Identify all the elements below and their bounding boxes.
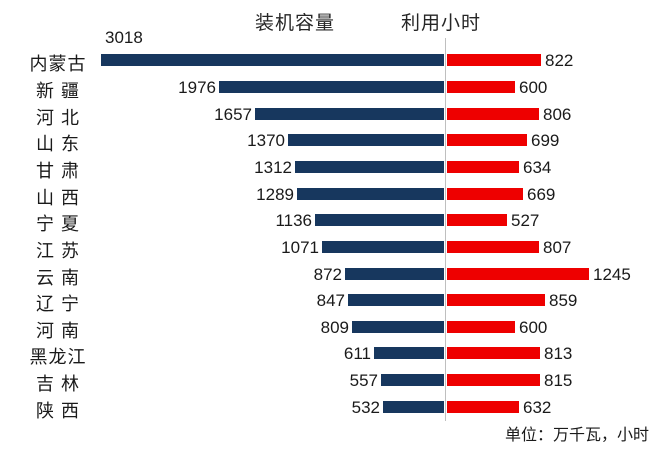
capacity-value: 3018 (105, 28, 143, 47)
capacity-value: 1136 (275, 211, 312, 231)
category-label: 山 东 (35, 134, 80, 155)
capacity-value: 1976 (178, 77, 216, 97)
legend-capacity-label: 装机容量 (255, 13, 336, 34)
capacity-value: 1657 (214, 104, 252, 124)
capacity-bar (348, 294, 444, 307)
hours-value: 699 (531, 131, 560, 151)
capacity-bar (295, 160, 444, 173)
hours-bar (447, 320, 515, 333)
category-label: 河 北 (35, 107, 80, 128)
category-label: 山 西 (35, 187, 80, 208)
hours-bar (447, 107, 539, 120)
capacity-value: 1289 (256, 184, 294, 204)
hours-bar (447, 187, 523, 200)
capacity-value: 847 (316, 291, 345, 311)
hours-value: 634 (523, 157, 552, 177)
capacity-bar (374, 347, 444, 360)
hours-bar (447, 80, 515, 93)
capacity-bar (288, 134, 444, 147)
hours-value: 859 (549, 291, 578, 311)
axis-divider-line (445, 38, 446, 421)
category-label: 江 苏 (35, 240, 80, 261)
hours-bar (447, 267, 589, 280)
hours-bar (447, 400, 519, 413)
hours-bar (447, 374, 540, 387)
hours-bar (447, 160, 519, 173)
category-label: 吉 林 (35, 374, 80, 395)
hours-bar (447, 240, 539, 253)
hours-value: 669 (527, 184, 556, 204)
hours-value: 806 (543, 104, 572, 124)
category-label: 黑龙江 (29, 347, 87, 368)
capacity-value: 872 (313, 264, 342, 284)
capacity-value: 1370 (247, 131, 285, 151)
unit-note: 单位：万千瓦，小时 (504, 427, 649, 444)
hours-value: 813 (544, 344, 573, 364)
category-label: 云 南 (35, 267, 80, 288)
capacity-bar (297, 187, 444, 200)
hours-bar (447, 54, 541, 67)
hours-bar (447, 294, 545, 307)
hours-value: 822 (545, 51, 574, 71)
capacity-value: 1071 (281, 237, 319, 257)
hours-value: 527 (511, 211, 540, 231)
category-label: 内蒙古 (29, 54, 87, 75)
capacity-bar (352, 320, 444, 333)
capacity-value: 611 (343, 344, 371, 364)
capacity-value: 809 (320, 317, 349, 337)
hours-bar (447, 347, 540, 360)
hours-value: 807 (543, 237, 572, 257)
capacity-value: 557 (349, 371, 378, 391)
capacity-bar (383, 400, 444, 413)
category-label: 宁 夏 (35, 214, 80, 235)
hours-bar (447, 134, 527, 147)
hours-value: 815 (544, 371, 573, 391)
hours-value: 600 (519, 77, 548, 97)
hours-bar (447, 214, 507, 227)
category-label: 甘 肃 (35, 160, 80, 181)
capacity-bar (101, 54, 444, 67)
category-label: 陕 西 (35, 400, 80, 421)
category-label: 河 南 (35, 320, 80, 341)
capacity-bar (322, 240, 444, 253)
category-label: 新 疆 (35, 80, 80, 101)
hours-value: 600 (519, 317, 548, 337)
capacity-bar (345, 267, 444, 280)
capacity-bar (219, 80, 444, 93)
capacity-bar (315, 214, 444, 227)
capacity-value: 532 (351, 397, 380, 417)
category-label: 辽 宁 (35, 294, 80, 315)
legend-hours-label: 利用小时 (401, 13, 482, 34)
hours-value: 632 (523, 397, 552, 417)
hours-value: 1245 (593, 264, 631, 284)
capacity-value: 1312 (254, 157, 292, 177)
capacity-bar (381, 374, 444, 387)
capacity-bar (255, 107, 444, 120)
